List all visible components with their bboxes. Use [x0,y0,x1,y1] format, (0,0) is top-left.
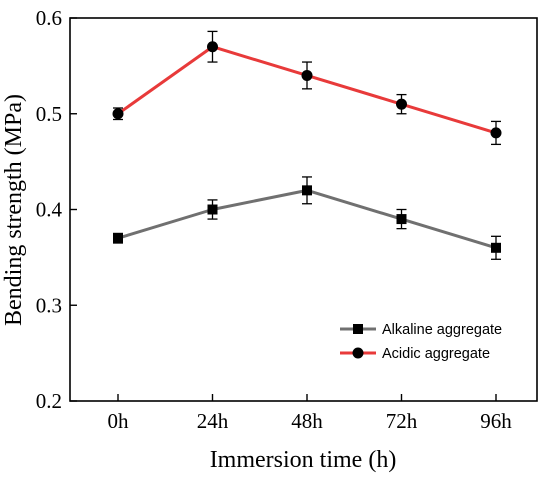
data-point-alkaline [207,204,218,215]
y-tick-label: 0.5 [36,102,62,126]
data-point-alkaline [302,185,312,196]
data-point-acidic [207,41,218,53]
x-axis-title: Immersion time (h) [210,447,397,473]
legend-label-acidic: Acidic aggregate [382,346,490,362]
legend-marker-acidic [352,347,364,359]
y-tick-label: 0.3 [36,293,62,317]
x-tick-label: 24h [197,409,229,433]
data-point-acidic [301,69,313,81]
series-line-acidic [117,45,497,135]
y-tick-label: 0.4 [36,198,63,222]
data-point-alkaline [491,242,501,253]
series-layer [112,30,502,260]
data-point-alkaline [113,233,123,244]
data-point-alkaline [396,214,407,225]
data-point-acidic [112,108,124,120]
legend-marker-alkaline [353,324,363,334]
data-point-acidic [490,127,502,139]
x-tick-label: 48h [291,409,323,433]
data-point-acidic [396,98,407,110]
legend-label-alkaline: Alkaline aggregate [382,322,502,338]
y-tick-label: 0.6 [36,6,62,30]
y-tick-label: 0.2 [36,389,62,413]
x-tick-label: 72h [386,409,418,433]
axes-layer: 0.2 0.3 0.4 0.5 0.6 0h 24h 48h 72h 96h [36,6,513,433]
y-axis-title: Bending strength (MPa) [1,94,27,326]
legend: Alkaline aggregate Acidic aggregate [340,322,502,362]
x-tick-label: 96h [480,409,512,433]
x-tick-label: 0h [108,409,130,433]
